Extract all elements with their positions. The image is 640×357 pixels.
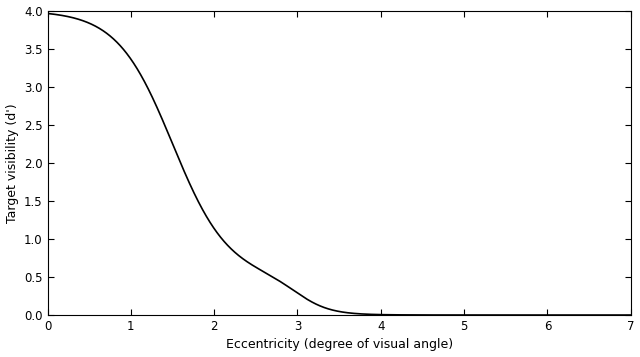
X-axis label: Eccentricity (degree of visual angle): Eccentricity (degree of visual angle) bbox=[225, 338, 452, 351]
Y-axis label: Target visibility (d'): Target visibility (d') bbox=[6, 103, 19, 223]
